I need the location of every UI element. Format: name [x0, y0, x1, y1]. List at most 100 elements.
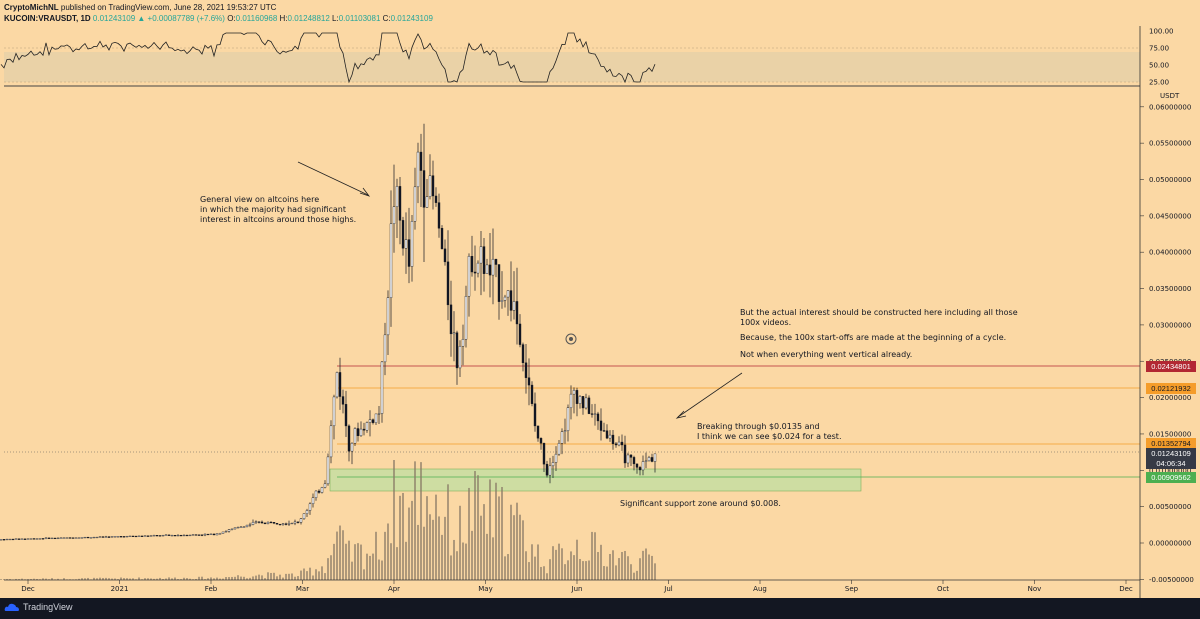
volume-bar [378, 559, 380, 580]
candle-body [38, 538, 42, 540]
volume-bar [456, 551, 458, 580]
price-axis[interactable]: 0.06000000 0.05500000 0.05000000 0.04500000… [1140, 103, 1194, 584]
candle-body [404, 239, 408, 249]
volume-bar [201, 576, 203, 580]
candle-body [32, 538, 36, 540]
candle-body [587, 397, 591, 414]
volume-bar [45, 578, 47, 580]
volume-bar [339, 525, 341, 580]
candle-body [536, 425, 540, 439]
volume-bar [327, 558, 329, 580]
candle-body [233, 527, 237, 530]
candle-body [92, 536, 96, 539]
candle-body [257, 521, 261, 523]
volume-bar [33, 578, 35, 580]
candle-body [644, 460, 648, 462]
candle-body [635, 463, 639, 468]
author[interactable]: CryptoMichNL [4, 3, 59, 12]
annotation-support: Significant support zone around $0.008. [620, 499, 781, 508]
price-tick-label: 0.03000000 [1149, 321, 1191, 329]
candle-body [338, 372, 342, 397]
candle-body [164, 534, 168, 536]
candle-body [464, 296, 468, 340]
candle-body [86, 536, 90, 539]
volume-bar [651, 555, 653, 580]
tradingview-logo[interactable]: TradingView [4, 602, 73, 612]
volume-bar [288, 573, 290, 580]
candle-body [383, 334, 387, 363]
volume-bar [609, 553, 611, 580]
rsi-tick-label: 25.00 [1149, 79, 1169, 87]
time-tick-label: Apr [388, 585, 400, 593]
candle-body [527, 377, 531, 386]
volume-bar [42, 578, 44, 580]
volume-bar [387, 523, 389, 580]
volume-bar [630, 564, 632, 580]
candle-body [161, 535, 165, 537]
candle-body [581, 396, 585, 409]
volume-bar [402, 492, 404, 580]
currency-label: USDT [1160, 92, 1180, 100]
open-label: O: [227, 14, 236, 23]
volume-bar [450, 555, 452, 580]
candle-body [263, 522, 267, 525]
volume-bar [15, 578, 17, 580]
volume-bar [147, 578, 149, 580]
candle-body [149, 535, 153, 537]
candle-body [530, 384, 534, 404]
volume-bar [417, 524, 419, 580]
candle-body [593, 413, 597, 415]
candle-body [374, 413, 378, 423]
candle-body [155, 535, 159, 537]
candle-body [311, 497, 315, 505]
candle-body [578, 396, 582, 404]
badge-orange-level: 0.02121932 [1146, 383, 1196, 394]
volume-bar [540, 566, 542, 580]
annotation-not-vertical: Not when everything went vertical alread… [740, 350, 913, 359]
candle-body [572, 390, 576, 395]
time-axis[interactable]: Dec 2021 Feb Mar Apr May Jun Jul Aug Sep Oct Nov Dec [21, 580, 1133, 593]
candle-body [590, 413, 594, 415]
volume-bar [261, 575, 263, 580]
candle-body [350, 442, 354, 452]
candle-body [128, 535, 132, 537]
candle-body [500, 300, 504, 302]
candle-body [188, 534, 192, 537]
volume-bar [111, 578, 113, 580]
volume-bar [423, 526, 425, 580]
candle-body [353, 428, 357, 444]
candle-body [392, 206, 396, 225]
candle-body [440, 228, 444, 250]
volume-bar [210, 577, 212, 580]
candle-body [110, 536, 114, 538]
volume-bar [237, 575, 239, 580]
candle-body [50, 537, 54, 540]
volume-bar [132, 578, 134, 580]
candle-body [245, 524, 249, 528]
candle-body [230, 528, 234, 530]
candle-body [638, 467, 642, 471]
volume-bar [303, 568, 305, 580]
event-marker-icon[interactable] [565, 333, 577, 345]
volume-bar [438, 516, 440, 580]
volume-bar [654, 563, 656, 580]
symbol[interactable]: KUCOIN:VRAUSDT, 1D [4, 14, 91, 23]
candle-body [422, 170, 426, 208]
volume-bar [507, 554, 509, 580]
candle-body [116, 536, 120, 538]
volume-bar [63, 578, 65, 580]
rsi-tick-label: 50.00 [1149, 62, 1169, 70]
candle-body [425, 196, 429, 208]
candle-body [365, 422, 369, 431]
candle-body [23, 538, 27, 540]
candle-body [239, 526, 243, 528]
volume-bar [102, 577, 104, 580]
annotation-start-offs: Because, the 100x start-offs are made at… [740, 333, 1007, 342]
candle-body [566, 407, 570, 431]
candle-body [506, 290, 510, 298]
candle-body [176, 534, 180, 537]
volume-bar [324, 573, 326, 580]
volume-bar [177, 579, 179, 580]
volume-bar [234, 576, 236, 580]
